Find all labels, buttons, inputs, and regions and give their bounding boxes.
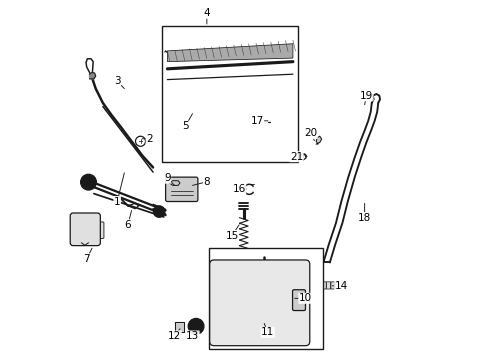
FancyBboxPatch shape [165, 177, 198, 202]
FancyBboxPatch shape [209, 260, 309, 346]
Text: 5: 5 [182, 114, 192, 131]
Text: 17: 17 [250, 116, 267, 126]
Polygon shape [316, 136, 321, 144]
Circle shape [77, 222, 93, 237]
Text: 11: 11 [261, 323, 274, 337]
FancyBboxPatch shape [326, 282, 330, 289]
Text: 20: 20 [304, 129, 317, 140]
Circle shape [81, 174, 96, 190]
FancyBboxPatch shape [335, 282, 339, 289]
Text: 12: 12 [167, 329, 181, 341]
Text: 13: 13 [185, 327, 199, 341]
Polygon shape [167, 44, 292, 62]
Polygon shape [169, 181, 180, 185]
Circle shape [153, 206, 164, 217]
Text: 21: 21 [289, 152, 303, 162]
Text: 18: 18 [357, 203, 370, 222]
Text: 9: 9 [164, 173, 174, 185]
Text: 8: 8 [192, 177, 210, 187]
Polygon shape [89, 72, 96, 79]
Text: 7: 7 [83, 248, 92, 264]
Bar [208, 248, 323, 348]
Text: 15: 15 [225, 225, 239, 240]
Text: 3: 3 [114, 76, 124, 89]
Text: 2: 2 [142, 134, 152, 144]
Text: 14: 14 [332, 281, 347, 291]
Bar [162, 26, 298, 162]
Text: 10: 10 [294, 293, 311, 303]
Circle shape [188, 319, 203, 334]
Text: 1: 1 [114, 173, 124, 207]
FancyBboxPatch shape [257, 260, 271, 269]
Text: 4: 4 [203, 8, 210, 24]
Text: 16: 16 [232, 184, 246, 194]
FancyBboxPatch shape [322, 282, 325, 289]
FancyBboxPatch shape [330, 282, 334, 289]
FancyBboxPatch shape [94, 222, 104, 238]
Text: 19: 19 [359, 91, 372, 105]
FancyBboxPatch shape [292, 290, 305, 311]
Text: 6: 6 [124, 211, 131, 230]
FancyBboxPatch shape [70, 213, 100, 246]
Polygon shape [174, 321, 183, 332]
